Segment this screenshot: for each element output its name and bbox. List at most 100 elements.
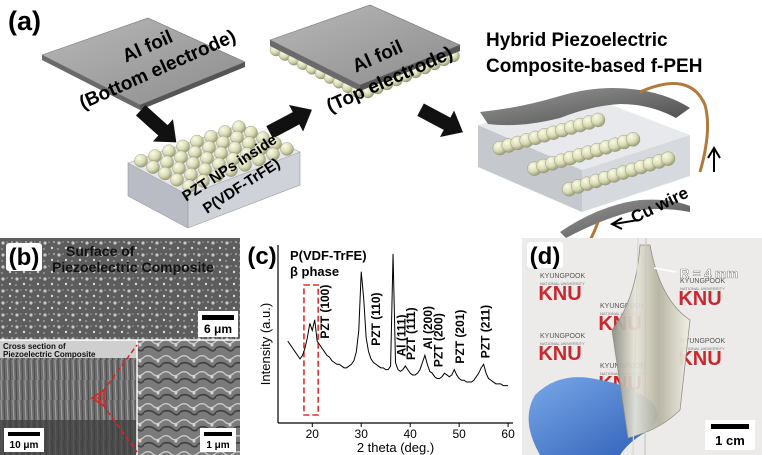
x-tick-label: 30 — [355, 427, 369, 441]
x-tick-label: 50 — [452, 427, 466, 441]
x-tick-label: 60 — [501, 427, 515, 441]
particle — [196, 174, 210, 188]
zoom-region — [90, 388, 105, 408]
particle — [186, 156, 200, 171]
particle — [238, 158, 252, 172]
wire — [644, 237, 647, 455]
x-axis-label: 2 theta (deg.) — [357, 440, 434, 455]
top-foil-edge — [360, 45, 460, 91]
x-tick-label: 40 — [404, 427, 418, 441]
particle — [158, 166, 172, 181]
sem-caption: Cross section of — [3, 342, 66, 351]
scale-label: 6 μm — [204, 322, 232, 336]
y-axis-label: Intensity (a.u.) — [258, 303, 273, 385]
particle — [224, 163, 238, 177]
wire-pointer — [707, 146, 721, 172]
peak-label: PZT (200) — [432, 313, 446, 367]
panel-a: (a) Al foil (Bottom electrode) PZT NPs i… — [8, 4, 721, 263]
bottom-foil — [41, 17, 246, 106]
highlight-box — [303, 284, 319, 416]
scale-label: 1 μm — [206, 440, 229, 451]
peak-label: PZT (111) — [404, 307, 418, 360]
bottom-foil-edge — [140, 62, 245, 110]
particle — [146, 160, 160, 174]
x-tick-label: 20 — [306, 427, 320, 441]
particle — [266, 147, 280, 161]
logo: KNU — [538, 283, 581, 305]
logo-name: KYUNGPOOK — [680, 278, 725, 285]
arrow — [266, 105, 312, 139]
arrow — [417, 103, 463, 137]
peak-label: PZT (201) — [453, 310, 467, 364]
particle — [214, 146, 228, 160]
particle — [590, 112, 606, 128]
composite-block — [127, 120, 301, 229]
panel-b: (b) Surface of Piezoelectric Composite 6… — [0, 238, 240, 455]
particle — [625, 132, 641, 147]
particle — [182, 179, 196, 193]
logo-name: KYUNGPOOK — [600, 303, 645, 310]
particle — [200, 151, 214, 165]
peak-label: PZT (110) — [369, 292, 383, 345]
panel-label: (b) — [9, 244, 40, 271]
top-electrode — [480, 88, 690, 126]
scale-bar — [711, 424, 749, 429]
device-title: Composite-based f-PEH — [486, 56, 702, 77]
logo-sub: NATIONAL UNIVERSITY — [540, 281, 585, 286]
particle — [160, 155, 174, 169]
sem-caption-bg — [0, 340, 137, 358]
particle — [172, 161, 186, 176]
label-box — [6, 243, 42, 271]
arrow — [135, 105, 177, 143]
peak-label: PZT (100) — [318, 285, 332, 339]
wire-pointer — [609, 217, 639, 230]
particle — [134, 154, 148, 168]
top-foil-edge — [270, 40, 360, 91]
logo: KNU — [678, 348, 721, 370]
sem-caption: Surface of — [66, 243, 135, 259]
peak-label: Al (111) — [394, 314, 408, 356]
bottom-foil-edge — [42, 55, 140, 110]
xrd-chart: 20 30 40 50 60 2 theta (deg.) Intensity (a.u.)… — [258, 245, 515, 455]
scale-bar — [202, 315, 234, 320]
panel-label: (c) — [247, 243, 276, 270]
logo-name: KYUNGPOOK — [680, 338, 725, 345]
wire — [632, 237, 639, 455]
particle — [660, 151, 676, 166]
radius-pointer — [653, 267, 677, 273]
particle — [252, 152, 266, 167]
panel-label: (d) — [530, 243, 561, 270]
particle — [170, 173, 184, 187]
scale-bar — [8, 432, 40, 436]
bent-harvester — [611, 244, 691, 439]
logo: KNU — [678, 288, 721, 310]
particle — [174, 150, 188, 164]
particle — [188, 145, 202, 160]
sem-caption: Piezoelectric Composite — [3, 350, 96, 359]
annotation: P(VDF-TrFE) — [290, 248, 367, 263]
sem-caption: Piezoelectric Composite — [52, 259, 214, 275]
logo-name: KYUNGPOOK — [540, 333, 585, 340]
bottom-electrode — [560, 199, 690, 238]
annotation: β phase — [290, 264, 339, 279]
radius-label: R = 4 mm — [680, 266, 738, 281]
scale-label: 10 μm — [10, 440, 39, 451]
peak-label: Al (200) — [421, 306, 435, 349]
logo: KNU — [538, 343, 581, 365]
logo-name: KYUNGPOOK — [540, 273, 585, 280]
particle — [162, 144, 176, 158]
logo-sub: NATIONAL UNIVERSITY — [540, 341, 585, 346]
scale-label: 1 cm — [715, 433, 745, 448]
label-box — [244, 242, 280, 268]
particle — [210, 168, 224, 183]
panel-label: (a) — [8, 6, 41, 36]
peak-label: PZT (211) — [479, 305, 493, 358]
scale-bar — [204, 432, 232, 436]
device-particles — [492, 112, 676, 197]
cu-wire — [639, 82, 710, 173]
particle — [148, 149, 162, 163]
logo-sub: NATIONAL UNIVERSITY — [680, 346, 725, 351]
device-title: Hybrid Piezoelectric — [486, 30, 668, 51]
